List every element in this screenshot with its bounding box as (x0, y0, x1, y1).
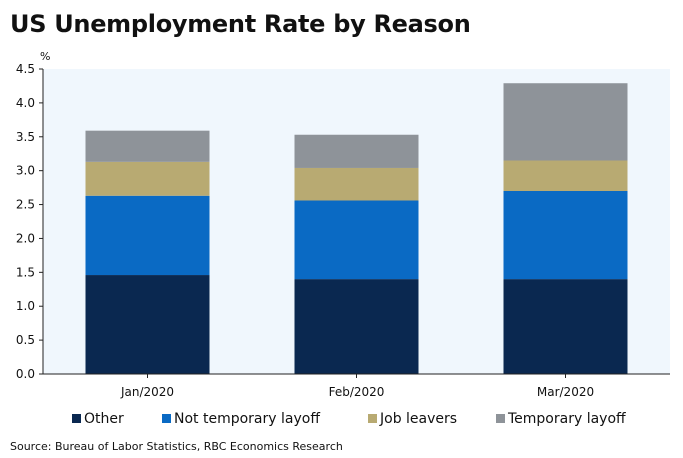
y-tick-label: 2.0 (16, 231, 35, 245)
y-tick-label: 4.0 (16, 96, 35, 110)
y-unit-label: % (40, 50, 50, 63)
bar-temporary-layoff-1 (294, 134, 419, 168)
chart-title: US Unemployment Rate by Reason (10, 10, 471, 38)
bar-temporary-layoff-2 (503, 83, 628, 161)
y-tick-label: 1.0 (16, 299, 35, 313)
legend-swatch (368, 414, 377, 423)
legend-label: Other (84, 411, 124, 427)
bar-other-1 (294, 279, 419, 374)
bar-not-temporary-layoff-1 (294, 200, 419, 280)
y-tick-label: 0.0 (16, 367, 35, 381)
legend-label: Not temporary layoff (174, 411, 320, 427)
legend-swatch (72, 414, 81, 423)
legend-label: Job leavers (379, 411, 457, 427)
bar-job-leavers-0 (85, 161, 210, 196)
legend-swatch (496, 414, 505, 423)
y-tick-label: 0.5 (16, 333, 35, 347)
bar-other-2 (503, 279, 628, 374)
bar-job-leavers-1 (294, 167, 419, 201)
y-tick-label: 3.5 (16, 130, 35, 144)
bar-not-temporary-layoff-0 (85, 195, 210, 276)
legend-swatch (162, 414, 171, 423)
x-tick-label: Jan/2020 (120, 385, 174, 399)
bar-job-leavers-2 (503, 160, 628, 191)
y-tick-label: 4.5 (16, 62, 35, 76)
source-note: Source: Bureau of Labor Statistics, RBC … (10, 440, 343, 453)
x-tick-label: Feb/2020 (329, 385, 385, 399)
bar-not-temporary-layoff-2 (503, 191, 628, 280)
y-tick-label: 1.5 (16, 265, 35, 279)
bar-other-0 (85, 275, 210, 374)
y-tick-label: 3.0 (16, 164, 35, 178)
y-tick-label: 2.5 (16, 198, 35, 212)
bar-temporary-layoff-0 (85, 130, 210, 162)
x-tick-label: Mar/2020 (537, 385, 594, 399)
legend-label: Temporary layoff (507, 411, 626, 427)
